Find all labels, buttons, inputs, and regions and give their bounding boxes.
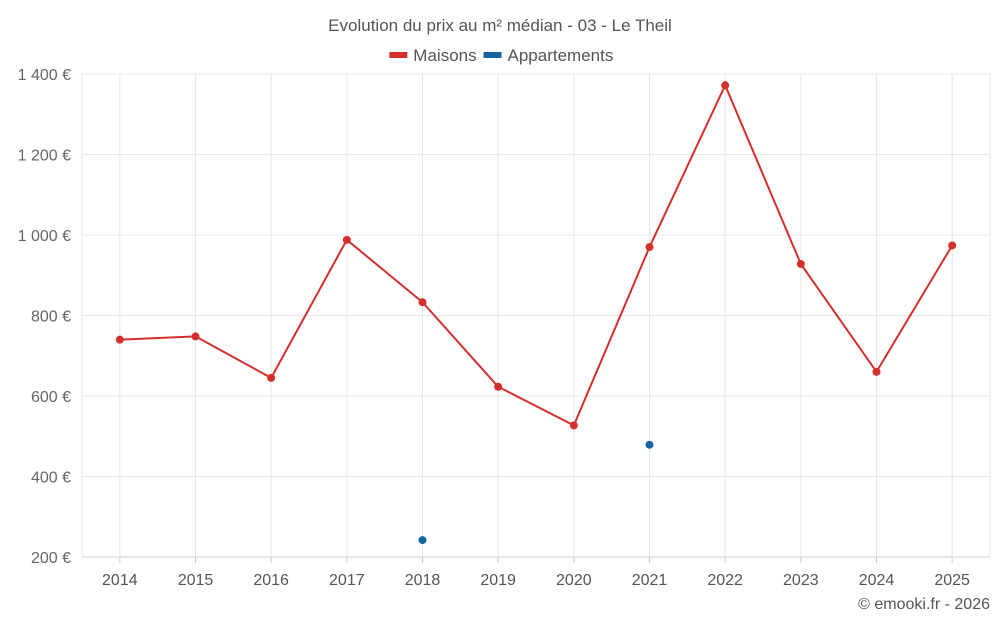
series [115, 81, 957, 545]
x-tick-label: 2024 [859, 572, 895, 589]
data-point-appartements[interactable] [645, 440, 654, 449]
y-tick-label: 600 € [31, 389, 71, 406]
data-point-maisons[interactable] [872, 367, 881, 376]
y-axis: 200 € 400 € 600 € 800 € 1 000 € 1 200 € 1 400 … [18, 67, 71, 567]
y-tick-label: 400 € [31, 470, 71, 487]
data-point-maisons[interactable] [494, 382, 503, 391]
legend-swatch-appartements [483, 52, 502, 58]
data-point-appartements[interactable] [418, 536, 427, 545]
data-point-maisons[interactable] [115, 335, 124, 344]
legend-label-appartements[interactable]: Appartements [508, 46, 614, 65]
legend: Maisons Appartements [389, 46, 613, 65]
y-tick-label: 200 € [31, 550, 71, 567]
data-point-maisons[interactable] [721, 81, 730, 90]
x-tick-label: 2025 [934, 572, 970, 589]
x-tick-label: 2019 [480, 572, 516, 589]
x-tick-label: 2015 [178, 572, 214, 589]
x-tick-label: 2022 [707, 572, 743, 589]
credit-text: © emooki.fr - 2026 [858, 596, 990, 613]
data-point-maisons[interactable] [418, 298, 427, 307]
data-point-maisons[interactable] [267, 373, 276, 382]
x-tick-label: 2023 [783, 572, 819, 589]
y-tick-label: 1 000 € [18, 228, 71, 245]
data-point-maisons[interactable] [191, 332, 200, 341]
legend-swatch-maisons [389, 52, 408, 58]
y-tick-label: 1 400 € [18, 67, 71, 84]
data-point-maisons[interactable] [948, 241, 957, 250]
x-axis: 2014 2015 2016 2017 2018 2019 2020 2021 2022 2023… [102, 557, 970, 589]
x-tick-label: 2016 [253, 572, 289, 589]
chart-title: Evolution du prix au m² médian - 03 - Le… [328, 16, 672, 35]
x-tick-label: 2021 [632, 572, 668, 589]
x-tick-label: 2014 [102, 572, 138, 589]
x-tick-label: 2018 [405, 572, 441, 589]
y-tick-label: 1 200 € [18, 148, 71, 165]
data-point-maisons[interactable] [796, 259, 805, 268]
x-tick-label: 2020 [556, 572, 592, 589]
x-tick-label: 2017 [329, 572, 365, 589]
data-point-maisons[interactable] [569, 421, 578, 430]
data-point-maisons[interactable] [645, 243, 654, 252]
data-point-maisons[interactable] [342, 235, 351, 244]
legend-label-maisons[interactable]: Maisons [413, 46, 476, 65]
y-tick-label: 800 € [31, 309, 71, 326]
series-line-maisons [119, 82, 954, 427]
grid [81, 73, 991, 558]
